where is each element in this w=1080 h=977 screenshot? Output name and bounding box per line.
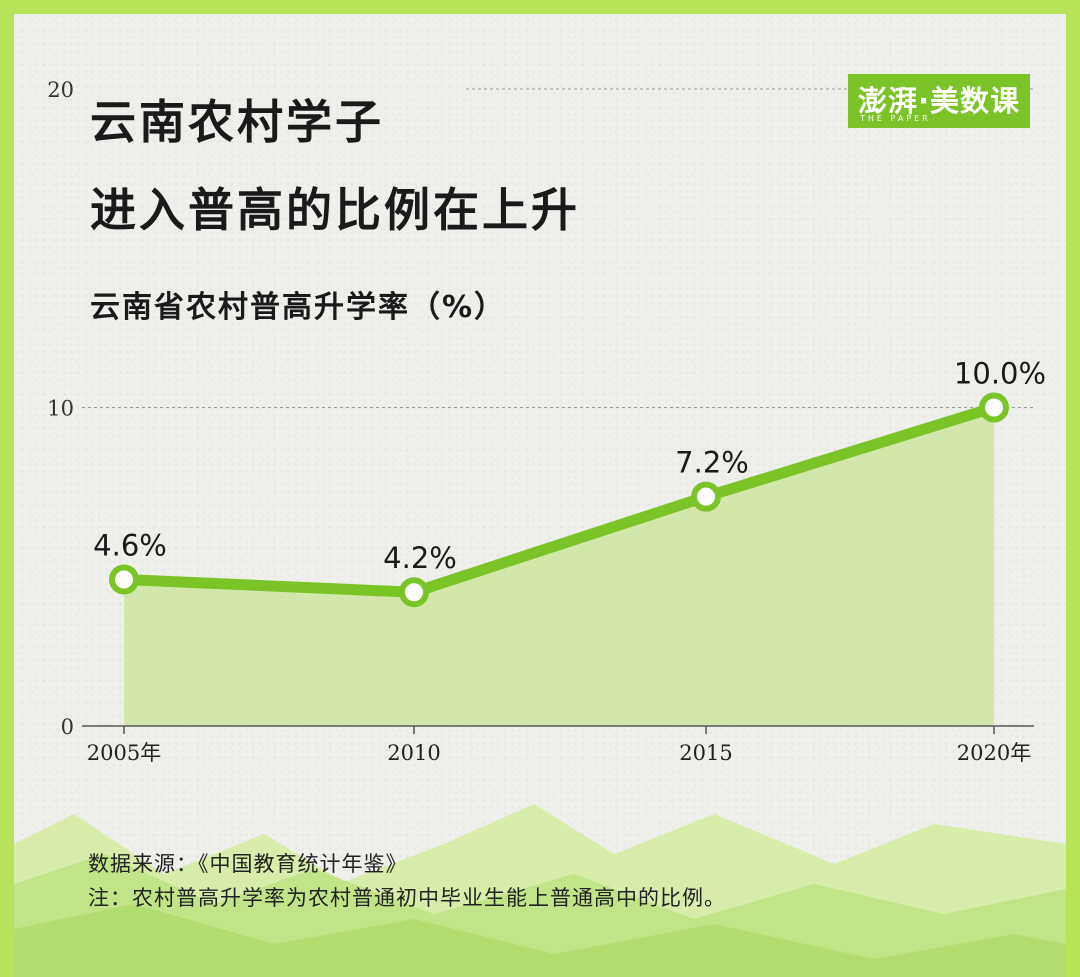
footnote: 注：农村普高升学率为农村普通初中毕业生能上普通高中的比例。 xyxy=(88,886,726,910)
area-fill xyxy=(124,407,994,726)
data-label: 4.6% xyxy=(93,528,167,562)
x-tick-label: 2010 xyxy=(387,741,440,765)
data-label: 7.2% xyxy=(675,446,749,480)
y-tick-label: 10 xyxy=(47,397,74,421)
infographic-card: 0 10 20 4.6% 4.2% 7.2% 10.0% 2005年 2010 2015 202… xyxy=(14,14,1066,977)
y-tick-label: 20 xyxy=(47,78,74,102)
data-point xyxy=(691,481,721,512)
y-tick-label: 0 xyxy=(61,715,74,739)
data-point xyxy=(109,564,139,595)
mountain-decoration xyxy=(14,804,1066,977)
data-point xyxy=(399,577,429,608)
page-title-line-1: 云南农村学子 xyxy=(90,95,384,149)
page-title-line-2: 进入普高的比例在上升 xyxy=(90,183,580,237)
series-line xyxy=(118,402,1000,598)
data-point xyxy=(979,392,1009,423)
logo-text: 澎湃·美数课 xyxy=(857,84,1021,118)
x-tick-label: 2005年 xyxy=(87,741,161,765)
data-label: 4.2% xyxy=(383,541,457,575)
data-source: 数据来源：《中国教育统计年鉴》 xyxy=(88,852,408,876)
x-tick-label: 2020年 xyxy=(957,741,1031,765)
logo-subtext: THE PAPER xyxy=(860,114,931,123)
data-label: 10.0% xyxy=(954,357,1046,391)
brand-logo: 澎湃·美数课 THE PAPER xyxy=(848,74,1030,128)
x-tick-label: 2015 xyxy=(679,741,732,765)
chart: 0 10 20 4.6% 4.2% 7.2% 10.0% 2005年 2010 2015 202… xyxy=(14,78,1066,977)
chart-title: 云南省农村普高升学率（%） xyxy=(90,290,507,325)
